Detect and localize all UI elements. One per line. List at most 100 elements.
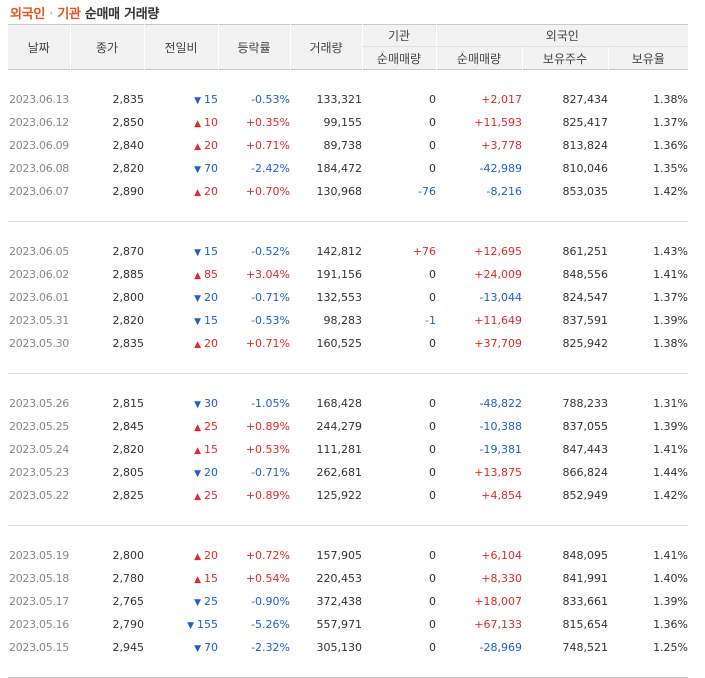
up-arrow-icon: ▲ [194, 552, 201, 562]
institution-net-cell: 0 [429, 618, 436, 631]
up-arrow-icon: ▲ [194, 446, 201, 456]
rate-cell: -1.05% [251, 397, 290, 410]
date-cell: 2023.06.05 [9, 245, 69, 258]
institution-net-cell: 0 [429, 641, 436, 654]
table-row: 2023.06.02 2,885 ▲ 85 +3.04% 191,156 0 +24,009 8… [8, 263, 688, 286]
close-cell: 2,840 [112, 139, 145, 152]
foreigner-rate-cell: 1.37% [653, 116, 689, 129]
close-cell: 2,790 [112, 618, 145, 631]
foreigner-net-cell: -48,822 [479, 397, 522, 410]
volume-cell: 132,553 [316, 291, 363, 304]
table-row: 2023.06.01 2,800 ▼ 20 -0.71% 132,553 0 -13,044 8… [8, 286, 688, 309]
institution-net-cell: -1 [425, 314, 436, 327]
volume-cell: 262,681 [316, 466, 363, 479]
change-cell: ▲ 10 [144, 111, 218, 134]
title-separator: · [49, 7, 54, 22]
header-inst-net: 순매매량 [361, 46, 436, 70]
rate-cell: -0.53% [251, 93, 290, 106]
header-foreigner-group: 외국인 [435, 24, 689, 47]
table-row: 2023.06.09 2,840 ▲ 20 +0.71% 89,738 0 +3,778 813… [8, 134, 688, 157]
close-cell: 2,805 [112, 466, 145, 479]
foreigner-holdings-cell: 847,443 [562, 443, 609, 456]
rate-cell: -2.42% [251, 162, 290, 175]
foreigner-holdings-cell: 810,046 [562, 162, 609, 175]
up-arrow-icon: ▲ [194, 188, 201, 198]
date-cell: 2023.05.30 [9, 337, 69, 350]
rate-cell: -0.52% [251, 245, 290, 258]
date-cell: 2023.05.26 [9, 397, 69, 410]
foreigner-net-cell: +11,649 [474, 314, 522, 327]
date-cell: 2023.05.15 [9, 641, 69, 654]
close-cell: 2,765 [112, 595, 145, 608]
institution-net-cell: 0 [429, 93, 436, 106]
foreigner-net-cell: -13,044 [479, 291, 522, 304]
table-row: 2023.05.25 2,845 ▲ 25 +0.89% 244,279 0 -10,388 8… [8, 415, 688, 438]
rate-cell: +3.04% [245, 268, 290, 281]
date-cell: 2023.05.16 [9, 618, 69, 631]
title-foreigner: 외국인 [10, 7, 45, 22]
change-cell: ▼ 70 [144, 157, 218, 180]
date-cell: 2023.05.25 [9, 420, 69, 433]
table-row: 2023.05.18 2,780 ▲ 15 +0.54% 220,453 0 +8,330 84… [8, 567, 688, 590]
foreigner-holdings-cell: 788,233 [562, 397, 609, 410]
volume-cell: 125,922 [316, 489, 363, 502]
change-cell: ▲ 20 [144, 544, 218, 567]
header-institution-group: 기관 [361, 24, 436, 47]
foreigner-net-cell: +6,104 [481, 549, 522, 562]
close-cell: 2,800 [112, 549, 145, 562]
table-row: 2023.05.23 2,805 ▼ 20 -0.71% 262,681 0 +13,875 8… [8, 461, 688, 484]
change-cell: ▲ 25 [144, 484, 218, 507]
header-rate: 등락률 [217, 24, 290, 70]
change-value: 15 [204, 572, 218, 585]
foreigner-rate-cell: 1.39% [653, 595, 689, 608]
foreigner-holdings-cell: 813,824 [562, 139, 609, 152]
change-cell: ▲ 20 [144, 134, 218, 157]
date-cell: 2023.06.08 [9, 162, 69, 175]
change-cell: ▲ 20 [144, 180, 218, 203]
change-cell: ▲ 15 [144, 567, 218, 590]
foreigner-holdings-cell: 833,661 [562, 595, 609, 608]
change-value: 10 [204, 116, 218, 129]
institution-net-cell: 0 [429, 268, 436, 281]
volume-cell: 184,472 [316, 162, 363, 175]
foreigner-holdings-cell: 861,251 [562, 245, 609, 258]
volume-cell: 244,279 [316, 420, 363, 433]
volume-cell: 111,281 [316, 443, 363, 456]
rate-cell: +0.89% [245, 420, 290, 433]
foreigner-holdings-cell: 866,824 [562, 466, 609, 479]
down-arrow-icon: ▼ [187, 621, 194, 631]
change-cell: ▼ 70 [144, 636, 218, 659]
title-institution: 기관 [57, 7, 81, 22]
rate-cell: -2.32% [251, 641, 290, 654]
change-value: 20 [204, 139, 218, 152]
up-arrow-icon: ▲ [194, 492, 201, 502]
foreigner-rate-cell: 1.40% [653, 572, 689, 585]
up-arrow-icon: ▲ [194, 575, 201, 585]
date-cell: 2023.05.31 [9, 314, 69, 327]
institution-net-cell: 0 [429, 116, 436, 129]
foreigner-net-cell: +8,330 [481, 572, 522, 585]
change-cell: ▼ 20 [144, 286, 218, 309]
foreigner-net-cell: +12,695 [474, 245, 522, 258]
foreigner-rate-cell: 1.43% [653, 245, 689, 258]
table-row: 2023.05.17 2,765 ▼ 25 -0.90% 372,438 0 +18,007 8… [8, 590, 688, 613]
foreigner-holdings-cell: 825,417 [562, 116, 609, 129]
close-cell: 2,820 [112, 162, 145, 175]
institution-net-cell: 0 [429, 420, 436, 433]
volume-cell: 168,428 [316, 397, 363, 410]
rate-cell: +0.70% [245, 185, 290, 198]
volume-cell: 191,156 [316, 268, 363, 281]
change-cell: ▼ 20 [144, 461, 218, 484]
volume-cell: 220,453 [316, 572, 363, 585]
trading-volume-table: 날짜 종가 전일비 등락률 거래량 기관 외국인 순매매량 순매매량 보유주수 … [8, 24, 689, 678]
foreigner-holdings-cell: 841,991 [562, 572, 609, 585]
volume-cell: 305,130 [316, 641, 363, 654]
up-arrow-icon: ▲ [194, 271, 201, 281]
close-cell: 2,835 [112, 93, 145, 106]
foreigner-net-cell: +4,854 [481, 489, 522, 502]
down-arrow-icon: ▼ [194, 400, 201, 410]
foreigner-holdings-cell: 837,591 [562, 314, 609, 327]
header-change: 전일비 [143, 24, 218, 70]
change-value: 20 [204, 185, 218, 198]
date-cell: 2023.05.17 [9, 595, 69, 608]
